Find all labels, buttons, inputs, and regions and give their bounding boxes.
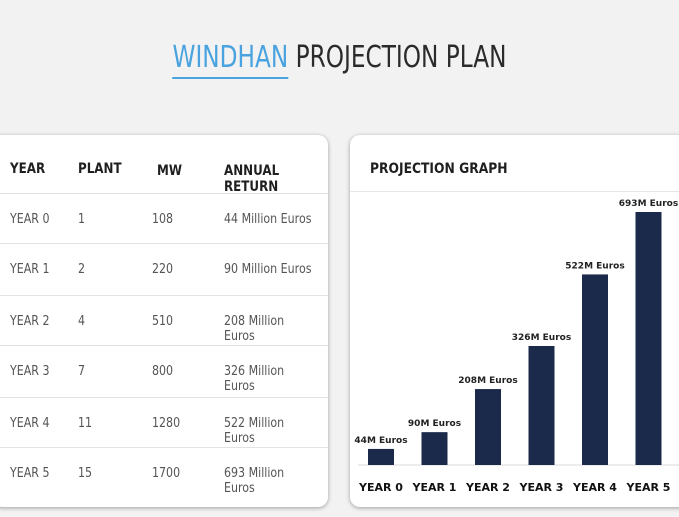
data-label: 522M Euros — [565, 261, 624, 271]
page-title: WINDHAN PROJECTION PLAN — [48, 40, 632, 79]
cell-year: YEAR 0 — [10, 212, 50, 227]
header-annual-return: ANNUAL RETURN — [224, 163, 280, 195]
header-plant: PLANT — [78, 161, 122, 177]
cell-plant: 2 — [78, 262, 86, 277]
cell-plant: 11 — [78, 416, 93, 431]
table-row: YEAR 5 15 1700 693 Million Euros — [0, 447, 328, 497]
cell-plant: 1 — [78, 212, 86, 227]
cell-year: YEAR 2 — [10, 314, 50, 329]
cell-year: YEAR 4 — [10, 416, 50, 431]
x-tick-label: YEAR 2 — [465, 481, 510, 494]
data-label: 693M Euros — [619, 199, 678, 209]
bar-year-2 — [475, 389, 501, 465]
table-row: YEAR 3 7 800 326 Million Euros — [0, 345, 328, 395]
x-tick-label: YEAR 5 — [626, 481, 671, 494]
data-label: 44M Euros — [354, 436, 407, 446]
data-label: 326M Euros — [512, 333, 571, 343]
bar-year-3 — [528, 345, 555, 465]
x-tick-label: YEAR 4 — [572, 481, 617, 494]
bar-year-1 — [421, 432, 448, 465]
cell-mw: 220 — [152, 262, 174, 277]
cell-return: 693 Million Euros — [224, 466, 285, 496]
cell-mw: 1280 — [152, 416, 181, 431]
bar-year-0 — [368, 448, 394, 465]
cell-year: YEAR 1 — [10, 262, 50, 277]
cell-year: YEAR 5 — [10, 466, 50, 481]
cell-plant: 7 — [78, 364, 86, 379]
cell-mw: 510 — [152, 314, 174, 329]
cell-return: 326 Million Euros — [224, 364, 285, 394]
title-rest: PROJECTION PLAN — [288, 40, 507, 75]
x-tick-label: YEAR 1 — [412, 481, 457, 494]
cell-return: 208 Million Euros — [224, 314, 285, 344]
data-label: 90M Euros — [408, 419, 461, 429]
cell-mw: 1700 — [152, 466, 181, 481]
graph-title: PROJECTION GRAPH — [370, 161, 508, 177]
table-row: YEAR 0 1 108 44 Million Euros — [0, 193, 328, 243]
graph-divider — [350, 191, 679, 192]
table-row: YEAR 1 2 220 90 Million Euros — [0, 243, 328, 293]
bar-year-5 — [635, 212, 662, 465]
title-brand: WINDHAN — [172, 40, 289, 79]
cell-return: 522 Million Euros — [224, 416, 285, 446]
x-tick-label: YEAR 0 — [358, 481, 403, 494]
table-header: YEAR PLANT MW ANNUAL RETURN — [0, 157, 328, 195]
projection-table: YEAR PLANT MW ANNUAL RETURN YEAR 0 1 108… — [0, 135, 328, 507]
x-tick-label: YEAR 3 — [519, 481, 564, 494]
cell-plant: 4 — [78, 314, 86, 329]
header-year: YEAR — [10, 161, 46, 177]
cell-return: 44 Million Euros — [224, 212, 312, 227]
bar-year-4 — [582, 274, 608, 465]
cell-mw: 108 — [152, 212, 174, 227]
projection-bar-chart: 44M Euros YEAR 0 90M Euros YEAR 1 208M Euros… — [354, 199, 679, 494]
cell-return: 90 Million Euros — [224, 262, 312, 277]
cell-plant: 15 — [78, 466, 93, 481]
cell-mw: 800 — [152, 364, 174, 379]
header-mw: MW — [157, 163, 182, 179]
cell-year: YEAR 3 — [10, 364, 50, 379]
data-label: 208M Euros — [458, 376, 517, 386]
table-row: YEAR 2 4 510 208 Million Euros — [0, 295, 328, 345]
projection-graph-card: PROJECTION GRAPH 44M Euros YEAR 0 90M Euro… — [350, 135, 679, 507]
table-row: YEAR 4 11 1280 522 Million Euros — [0, 397, 328, 447]
